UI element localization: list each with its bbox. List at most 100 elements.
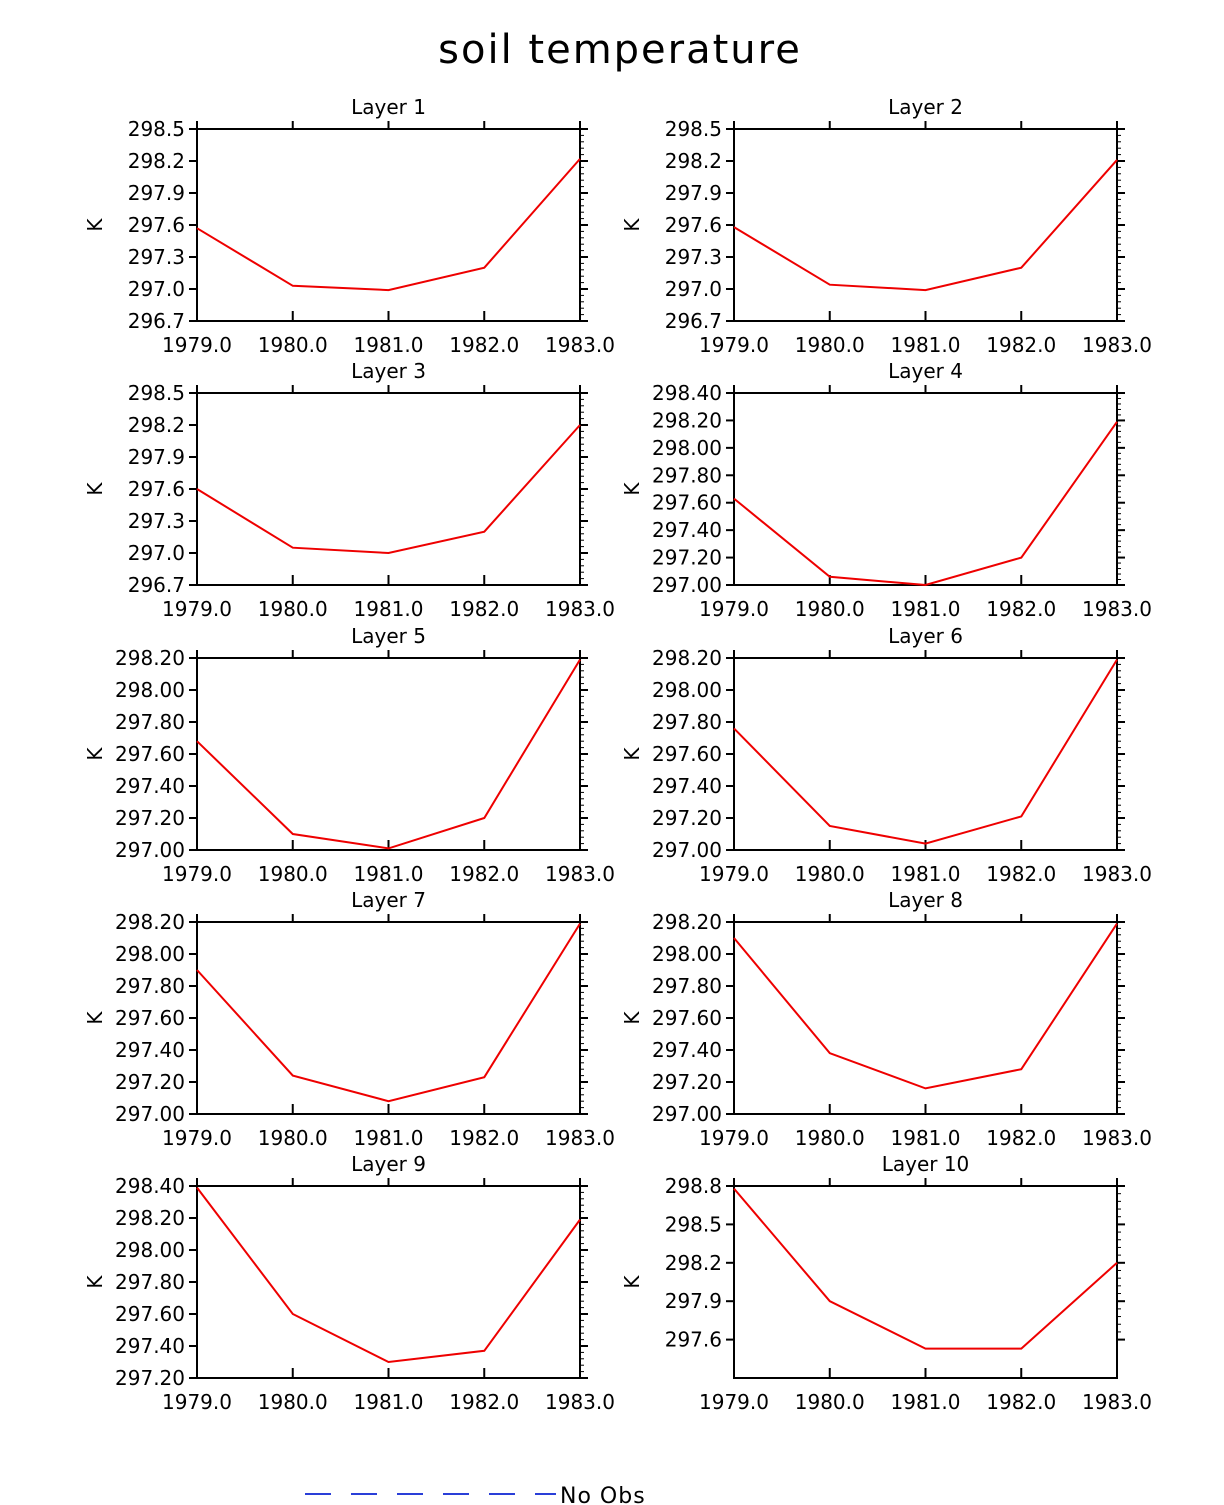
x-tick-label: 1983.0 xyxy=(1082,862,1152,886)
y-tick-label: 298.2 xyxy=(665,149,722,173)
series-line xyxy=(196,923,581,1103)
y-tick-label: 297.60 xyxy=(652,1006,722,1030)
y-tick-label: 297.3 xyxy=(665,245,722,269)
x-tick-label: 1979.0 xyxy=(162,597,232,621)
y-tick-label: 297.80 xyxy=(652,710,722,734)
series-line xyxy=(196,1186,581,1364)
panel-title: Layer 4 xyxy=(888,359,963,383)
x-tick-label: 1983.0 xyxy=(1082,333,1152,357)
y-axis-label: K xyxy=(83,218,107,232)
x-tick-label: 1981.0 xyxy=(891,1126,961,1150)
panel-layer-5: Layer 5 K 1979.0 1980.0 1981.0 1982.0 1983.0 29… xyxy=(83,624,615,886)
y-tick-label: 297.80 xyxy=(115,1270,185,1294)
y-tick-label: 297.3 xyxy=(128,509,185,533)
panel-title: Layer 3 xyxy=(351,359,426,383)
x-tick-label: 1982.0 xyxy=(986,597,1056,621)
y-tick-label: 298.00 xyxy=(652,436,722,460)
y-tick-label: 298.5 xyxy=(128,117,185,141)
panel-layer-7: Layer 7 K 1979.0 1980.0 1981.0 1982.0 1983.0 29… xyxy=(83,888,615,1150)
x-tick-label: 1982.0 xyxy=(986,862,1056,886)
panel-title: Layer 2 xyxy=(888,95,963,119)
x-tick-label: 1979.0 xyxy=(699,333,769,357)
x-tick-label: 1982.0 xyxy=(986,1126,1056,1150)
panel-title: Layer 5 xyxy=(351,624,426,648)
panel-title: Layer 6 xyxy=(888,624,963,648)
y-tick-label: 297.00 xyxy=(115,838,185,862)
y-tick-label: 297.20 xyxy=(115,1070,185,1094)
y-tick-label: 297.80 xyxy=(115,710,185,734)
x-tick-label: 1980.0 xyxy=(795,333,865,357)
x-tick-label: 1979.0 xyxy=(162,862,232,886)
x-tick-label: 1983.0 xyxy=(545,1126,615,1150)
x-tick-label: 1982.0 xyxy=(986,333,1056,357)
y-tick-label: 297.20 xyxy=(652,546,722,570)
y-tick-label: 298.5 xyxy=(665,117,722,141)
y-tick-label: 298.2 xyxy=(128,149,185,173)
x-tick-label: 1983.0 xyxy=(545,862,615,886)
y-tick-label: 297.20 xyxy=(652,1070,722,1094)
y-tick-label: 298.00 xyxy=(652,678,722,702)
panel-layer-1: Layer 1 K 1979.0 1980.0 1981.0 1982.0 1983.0 29… xyxy=(83,95,615,357)
x-tick-label: 1981.0 xyxy=(354,1390,424,1414)
y-tick-label: 297.60 xyxy=(652,491,722,515)
y-tick-label: 297.60 xyxy=(115,742,185,766)
panel-layer-10: Layer 10 K 1979.0 1980.0 1981.0 1982.0 1983.0 2… xyxy=(620,1152,1152,1414)
panel-layer-2: Layer 2 K 1979.0 1980.0 1981.0 1982.0 1983.0 29… xyxy=(620,95,1152,357)
y-tick-label: 297.40 xyxy=(115,1038,185,1062)
y-tick-label: 298.8 xyxy=(665,1174,722,1198)
y-tick-label: 297.9 xyxy=(128,181,185,205)
panel-layer-9: Layer 9 K 1979.0 1980.0 1981.0 1982.0 1983.0 29… xyxy=(83,1152,615,1414)
y-tick-label: 297.9 xyxy=(665,181,722,205)
x-tick-label: 1983.0 xyxy=(545,333,615,357)
y-tick-label: 297.00 xyxy=(652,573,722,597)
panel-layer-3: Layer 3 K 1979.0 1980.0 1981.0 1982.0 1983.0 29… xyxy=(83,359,615,621)
y-tick-label: 298.40 xyxy=(115,1174,185,1198)
y-tick-label: 297.3 xyxy=(128,245,185,269)
y-tick-label: 297.60 xyxy=(652,742,722,766)
x-tick-label: 1979.0 xyxy=(699,597,769,621)
x-tick-label: 1980.0 xyxy=(795,597,865,621)
y-tick-label: 298.20 xyxy=(652,910,722,934)
y-tick-label: 298.20 xyxy=(115,1206,185,1230)
panel-layer-8: Layer 8 K 1979.0 1980.0 1981.0 1982.0 1983.0 29… xyxy=(620,888,1152,1150)
x-tick-label: 1979.0 xyxy=(162,333,232,357)
y-tick-label: 297.9 xyxy=(128,445,185,469)
x-tick-label: 1979.0 xyxy=(162,1126,232,1150)
y-tick-label: 297.6 xyxy=(128,477,185,501)
plot-frame xyxy=(196,1185,581,1379)
panel-title: Layer 10 xyxy=(882,1152,970,1176)
series-line xyxy=(196,158,581,292)
series-line xyxy=(196,659,581,850)
plot-frame xyxy=(733,392,1118,586)
x-tick-label: 1981.0 xyxy=(354,333,424,357)
panel-title: Layer 1 xyxy=(351,95,426,119)
y-tick-label: 298.00 xyxy=(652,942,722,966)
y-tick-label: 298.2 xyxy=(665,1251,722,1275)
x-tick-label: 1981.0 xyxy=(354,862,424,886)
y-axis-label: K xyxy=(620,218,644,232)
panel-layer-6: Layer 6 K 1979.0 1980.0 1981.0 1982.0 1983.0 29… xyxy=(620,624,1152,886)
x-tick-label: 1979.0 xyxy=(162,1390,232,1414)
x-tick-label: 1981.0 xyxy=(354,597,424,621)
y-tick-label: 298.20 xyxy=(115,646,185,670)
y-tick-label: 297.20 xyxy=(115,806,185,830)
legend-label: No Obs xyxy=(560,1484,646,1505)
y-tick-label: 297.0 xyxy=(128,277,185,301)
y-tick-label: 298.00 xyxy=(115,942,185,966)
y-axis-label: K xyxy=(83,1011,107,1025)
x-tick-label: 1981.0 xyxy=(891,597,961,621)
x-tick-label: 1979.0 xyxy=(699,1390,769,1414)
x-tick-label: 1980.0 xyxy=(795,1390,865,1414)
x-tick-label: 1980.0 xyxy=(258,1126,328,1150)
y-tick-label: 298.40 xyxy=(652,381,722,405)
y-tick-label: 297.40 xyxy=(115,1334,185,1358)
series-line xyxy=(733,1187,1118,1350)
panel-title: Layer 8 xyxy=(888,888,963,912)
series-line xyxy=(733,659,1118,845)
y-tick-label: 297.60 xyxy=(115,1302,185,1326)
y-tick-label: 296.7 xyxy=(128,573,185,597)
y-tick-label: 298.00 xyxy=(115,1238,185,1262)
y-axis-label: K xyxy=(83,482,107,496)
x-tick-label: 1981.0 xyxy=(891,1390,961,1414)
y-tick-label: 297.20 xyxy=(652,806,722,830)
